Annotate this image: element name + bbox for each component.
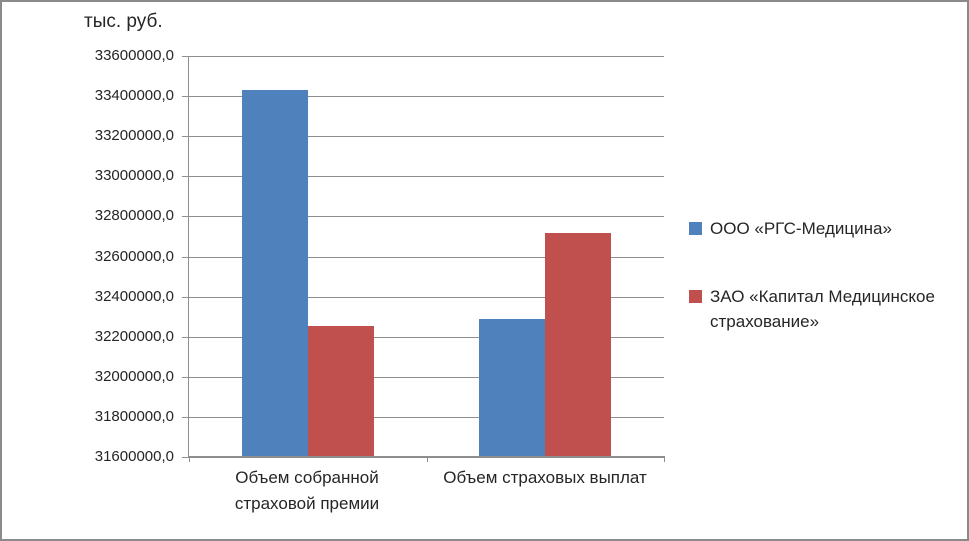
- x-category-label-line: Объем собранной: [235, 468, 379, 487]
- gridline: [182, 416, 664, 418]
- gridline: [182, 256, 664, 258]
- bar-series1-category2: [479, 318, 546, 456]
- x-tick-mark: [189, 456, 190, 462]
- legend-marker-icon: [689, 222, 702, 235]
- gridlines: [182, 56, 664, 458]
- plot-area: [182, 56, 665, 462]
- x-category-label-line: страховой премии: [234, 494, 380, 513]
- x-category-label: Объем страховых выплат: [426, 465, 664, 517]
- x-axis-labels: Объем собранной страховой премии Объем стр…: [188, 465, 664, 517]
- y-tick-label: 33600000,0: [94, 47, 174, 64]
- bars: [189, 56, 664, 456]
- y-tick-label: 32400000,0: [94, 287, 174, 305]
- legend: ООО «РГС-Медицина» ЗАО «Капитал Медицинск…: [689, 216, 961, 334]
- legend-label: ЗАО «Капитал Медицинское страхование»: [710, 287, 935, 331]
- y-tick-label: 32600000,0: [94, 247, 174, 265]
- y-tick-label: 33200000,0: [94, 127, 174, 145]
- y-tick-label: 33000000,0: [94, 167, 174, 185]
- bar-series2-category2: [545, 233, 612, 456]
- gridline: [182, 376, 664, 378]
- gridline: [182, 216, 664, 218]
- gridline: [182, 96, 664, 98]
- x-category-label-line: Объем страховых выплат: [443, 468, 647, 487]
- y-tick-label: 31600000,0: [94, 448, 174, 465]
- gridline: [182, 296, 664, 298]
- y-tick-label: 32800000,0: [94, 207, 174, 225]
- x-axis-ticks: [189, 56, 665, 462]
- bar-series1-category1: [241, 90, 308, 456]
- gridline: [182, 136, 664, 138]
- x-tick-mark: [664, 456, 665, 462]
- legend-label: ООО «РГС-Медицина»: [710, 219, 892, 238]
- y-tick-label: 33400000,0: [94, 87, 174, 105]
- legend-item: ЗАО «Капитал Медицинское страхование»: [689, 284, 961, 334]
- gridline: [182, 336, 664, 338]
- y-axis-labels: 31600000,0 31800000,0 32000000,0 32200000,0…: [2, 2, 174, 539]
- x-category-label: Объем собранной страховой премии: [188, 465, 426, 517]
- y-tick-label: 32000000,0: [94, 367, 174, 385]
- axis-units-title: тыс. руб.: [84, 11, 163, 32]
- gridline: [182, 457, 664, 458]
- category-group: [189, 56, 427, 456]
- gridline: [182, 176, 664, 178]
- x-tick-mark: [426, 456, 428, 462]
- category-group: [427, 56, 665, 456]
- y-tick-label: 31800000,0: [94, 407, 174, 425]
- gridline: [182, 56, 664, 57]
- bar-series2-category1: [307, 325, 374, 456]
- y-tick-label: 32200000,0: [94, 327, 174, 345]
- legend-marker-icon: [689, 290, 702, 303]
- legend-item: ООО «РГС-Медицина»: [689, 216, 961, 241]
